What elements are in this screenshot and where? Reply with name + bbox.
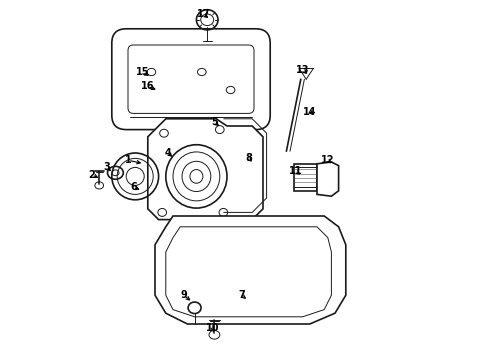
Text: 12: 12 bbox=[321, 155, 335, 165]
Polygon shape bbox=[148, 119, 263, 220]
Text: 9: 9 bbox=[180, 290, 187, 300]
Text: 15: 15 bbox=[136, 67, 149, 77]
Bar bbox=[294, 164, 317, 191]
Text: 8: 8 bbox=[245, 153, 252, 163]
Text: 1: 1 bbox=[124, 155, 131, 165]
Text: 16: 16 bbox=[141, 81, 154, 91]
Text: 4: 4 bbox=[164, 148, 171, 158]
FancyBboxPatch shape bbox=[112, 29, 270, 130]
Text: 10: 10 bbox=[206, 323, 220, 333]
Polygon shape bbox=[317, 162, 339, 196]
Polygon shape bbox=[155, 216, 346, 324]
Text: 2: 2 bbox=[89, 170, 96, 180]
Text: 6: 6 bbox=[130, 182, 137, 192]
Text: 17: 17 bbox=[197, 9, 210, 19]
Text: 14: 14 bbox=[303, 107, 317, 117]
Text: 7: 7 bbox=[238, 290, 245, 300]
Text: 11: 11 bbox=[289, 166, 302, 176]
Text: 13: 13 bbox=[296, 65, 309, 75]
Text: 3: 3 bbox=[103, 162, 110, 172]
Text: 5: 5 bbox=[211, 117, 218, 127]
